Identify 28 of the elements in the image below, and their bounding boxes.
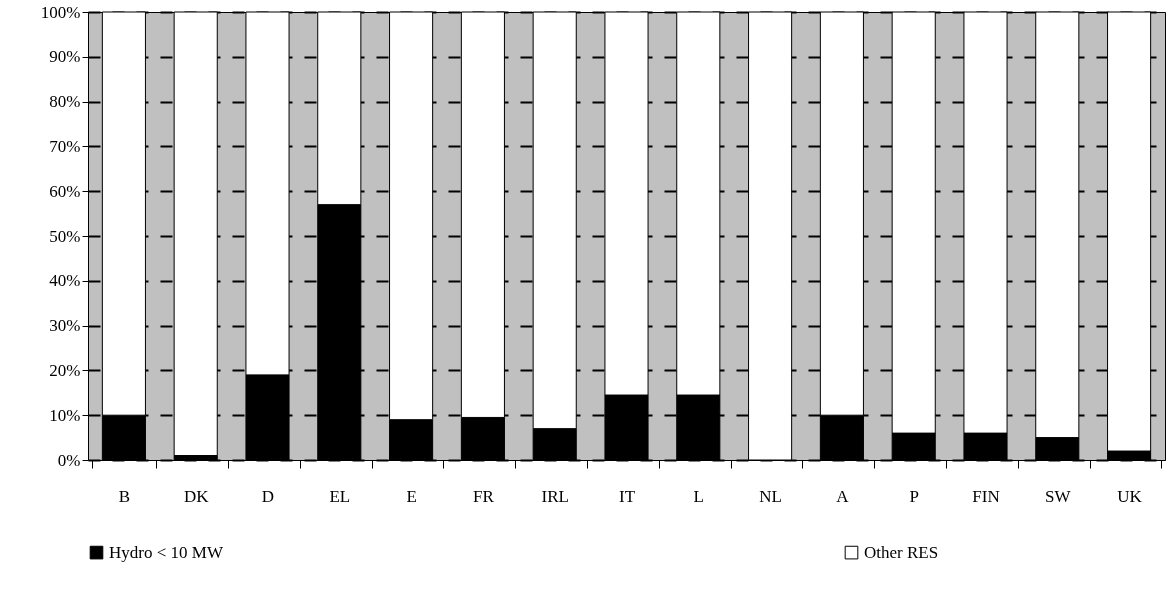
x-tick-label: A	[836, 486, 850, 506]
x-tick-label: EL	[329, 486, 351, 506]
y-tick-label: 50%	[49, 226, 81, 246]
y-tick-label: 100%	[40, 2, 81, 22]
y-tick-label: 10%	[49, 405, 81, 425]
x-tick-label: L	[693, 486, 704, 506]
x-tick-label: E	[406, 486, 417, 506]
y-tick-label: 20%	[49, 360, 81, 380]
x-tick-label: D	[261, 486, 275, 506]
y-tick-label: 70%	[49, 136, 81, 156]
y-tick-label: 0%	[57, 450, 81, 470]
y-tick-label: 90%	[49, 47, 81, 67]
x-tick-label: P	[909, 486, 919, 506]
x-tick-label: NL	[759, 486, 782, 506]
x-tick-label: IT	[618, 486, 636, 506]
y-tick-label: 80%	[49, 92, 81, 112]
x-tick-label: DK	[183, 486, 210, 506]
y-tick-label: 60%	[49, 181, 81, 201]
x-tick-label: FIN	[972, 486, 1000, 506]
legend-label: Hydro < 10 MW	[109, 542, 224, 562]
y-tick-label: 30%	[49, 316, 81, 336]
x-tick-label: FR	[473, 486, 495, 506]
x-tick-label: B	[118, 486, 131, 506]
y-tick-label: 40%	[49, 271, 81, 291]
x-tick-label: UK	[1117, 486, 1143, 506]
x-tick-label: SW	[1045, 486, 1072, 506]
legend-label: Other RES	[864, 542, 939, 562]
x-tick-label: IRL	[541, 486, 569, 506]
